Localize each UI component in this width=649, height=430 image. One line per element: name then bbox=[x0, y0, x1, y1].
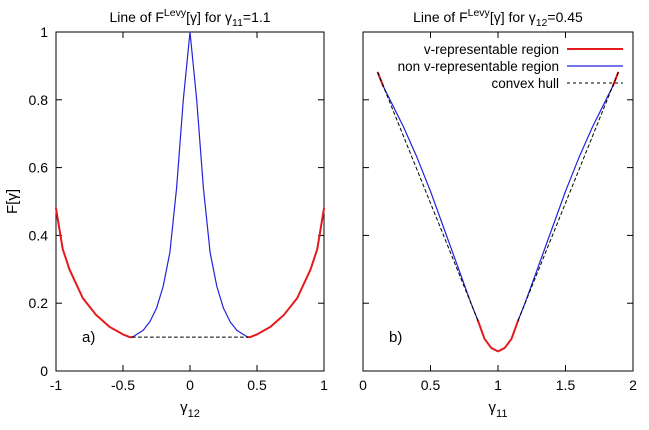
x-tick-label: -0.5 bbox=[111, 377, 135, 393]
x-tick-label: 2 bbox=[629, 377, 637, 393]
series-line-v-representable bbox=[246, 207, 325, 339]
x-tick-label: 0 bbox=[359, 377, 367, 393]
chart-panel-1: -1 -0.5 0 0.5 1 0 0.2 0.4 0.6 0.8 1 Line of FLevy[γ… bbox=[4, 7, 328, 420]
series-line-v-representable bbox=[55, 207, 134, 339]
x-tick-label: 1 bbox=[320, 377, 328, 393]
legend-label: v-representable region bbox=[424, 42, 559, 57]
x-tick-label: 1.5 bbox=[556, 377, 576, 393]
x-axis-label: γ12 bbox=[180, 399, 200, 420]
series-line-non-v-representable bbox=[517, 85, 614, 321]
y-tick-label: 0.6 bbox=[29, 160, 49, 176]
plot-frame bbox=[55, 31, 325, 372]
chart-title: Line of FLevy[γ] for γ12=0.45 bbox=[413, 7, 583, 29]
panel-tag: b) bbox=[389, 329, 402, 346]
y-axis-label: F[γ] bbox=[4, 189, 21, 214]
series-line-convex-hull bbox=[377, 72, 479, 321]
legend-label: non v-representable region bbox=[398, 59, 559, 74]
series-line-convex-hull bbox=[517, 72, 619, 321]
chart-panel-2: 0 0.5 1 1.5 2 Line of FLevy[γ] for γ12=0.45 γ1… bbox=[359, 7, 637, 420]
series-line-non-v-representable bbox=[382, 85, 479, 321]
legend: v-representable region non v-representabl… bbox=[398, 42, 623, 91]
x-tick-label: -1 bbox=[50, 377, 63, 393]
chart-title: Line of FLevy[γ] for γ11=1.1 bbox=[109, 7, 270, 29]
y-tick-label: 0.8 bbox=[29, 92, 49, 108]
x-tick-label: 0.5 bbox=[421, 377, 441, 393]
y-tick-label: 0 bbox=[40, 363, 48, 379]
y-tick-label: 1 bbox=[40, 24, 48, 40]
y-tick-label: 0.4 bbox=[29, 227, 49, 243]
x-axis-label: γ11 bbox=[489, 399, 508, 420]
legend-label: convex hull bbox=[491, 76, 559, 91]
series-line-v-representable bbox=[476, 319, 520, 353]
x-tick-label: 1 bbox=[494, 377, 502, 393]
series-line-non-v-representable bbox=[131, 31, 249, 338]
x-tick-label: 0.5 bbox=[247, 377, 267, 393]
x-tick-label: 0 bbox=[186, 377, 194, 393]
panel-tag: a) bbox=[82, 329, 95, 346]
y-tick-label: 0.2 bbox=[29, 295, 49, 311]
